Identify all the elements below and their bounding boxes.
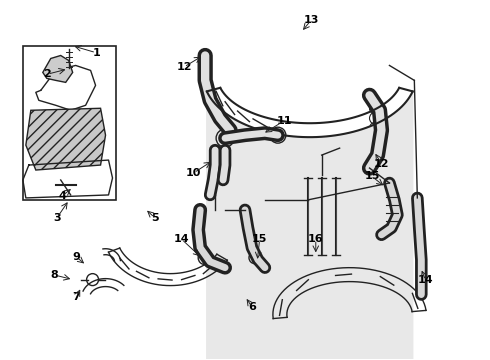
Text: 9: 9 xyxy=(73,252,80,262)
Text: 15: 15 xyxy=(252,234,268,244)
Text: 8: 8 xyxy=(51,270,58,280)
Text: 5: 5 xyxy=(151,213,158,222)
Text: 14: 14 xyxy=(174,234,189,244)
Text: 10: 10 xyxy=(186,168,201,178)
Text: 16: 16 xyxy=(308,234,323,244)
Text: 12: 12 xyxy=(176,62,192,72)
Text: 13: 13 xyxy=(303,15,318,26)
Text: 4: 4 xyxy=(58,191,66,201)
Text: 15: 15 xyxy=(364,171,380,181)
Text: 7: 7 xyxy=(73,292,80,302)
Polygon shape xyxy=(26,108,105,170)
Text: 2: 2 xyxy=(44,69,51,79)
Text: 11: 11 xyxy=(276,116,292,126)
Text: 1: 1 xyxy=(92,48,100,58)
Text: 6: 6 xyxy=(248,302,256,312)
Bar xyxy=(23,45,116,200)
Text: 3: 3 xyxy=(53,213,61,222)
Text: 12: 12 xyxy=(374,159,390,169)
Polygon shape xyxy=(43,55,73,82)
Text: 14: 14 xyxy=(418,275,434,285)
